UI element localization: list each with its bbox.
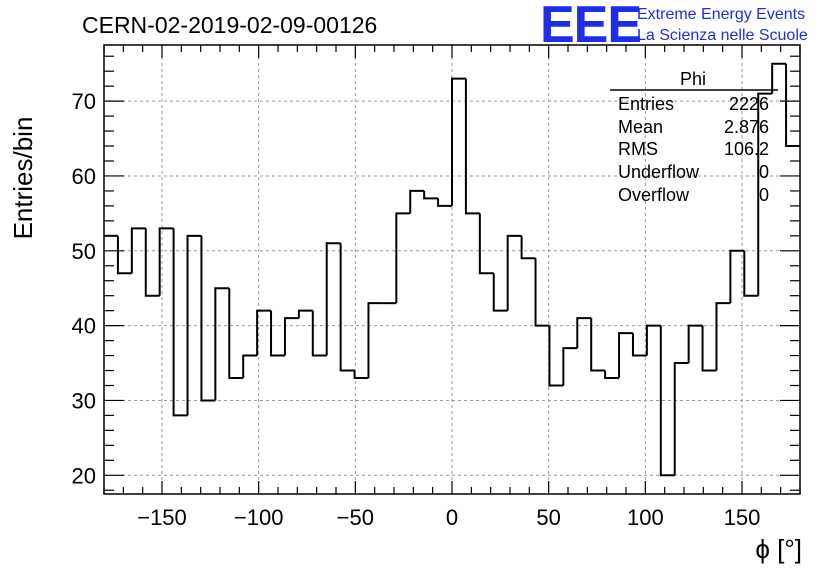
y-tick-label: 20 — [72, 463, 96, 488]
run-title: CERN-02-2019-02-09-00126 — [82, 12, 377, 38]
x-tick-label: −100 — [234, 505, 284, 530]
histogram-bin — [743, 250, 759, 297]
histogram-bin — [283, 317, 299, 356]
histogram-bin — [186, 234, 202, 416]
histogram-bin — [673, 362, 689, 476]
stats-value-entries: 2226 — [729, 94, 769, 114]
histogram-bin — [242, 354, 258, 379]
histogram-bin — [228, 288, 244, 380]
histogram-bin — [256, 309, 272, 356]
stats-value-overflow: 0 — [759, 185, 769, 205]
histogram-bin — [270, 310, 285, 357]
histogram-bin — [645, 324, 661, 356]
histogram-bin — [576, 317, 592, 349]
histogram-bin — [423, 190, 439, 200]
histogram-bin — [715, 302, 731, 371]
histogram-bin — [729, 249, 745, 304]
stats-box: Phi Entries 2226 Mean 2.876 RMS 106.2 Un… — [610, 69, 778, 205]
histogram-bin — [562, 347, 578, 386]
x-tick-label: 0 — [446, 505, 458, 530]
y-tick-label: 30 — [72, 388, 96, 413]
y-tick-label: 60 — [72, 164, 96, 189]
histogram-bin — [548, 325, 564, 387]
histogram-bin — [172, 228, 188, 417]
histogram-bin — [757, 92, 773, 296]
stats-title: Phi — [680, 69, 706, 89]
histogram-bin — [492, 273, 508, 312]
histogram-bin — [520, 235, 536, 260]
histogram-bin — [687, 324, 703, 364]
logo-line-1: Extreme Energy Events — [637, 6, 805, 23]
histogram-bin — [618, 332, 633, 379]
histogram-bin — [339, 243, 355, 372]
histogram-bin — [214, 287, 230, 401]
stats-label-overflow: Overflow — [618, 185, 690, 205]
y-tick-label: 40 — [72, 314, 96, 339]
x-axis-title: ϕ [°] — [755, 534, 802, 564]
histogram-bin — [785, 63, 800, 148]
stats-value-underflow: 0 — [759, 162, 769, 182]
x-tick-label: 150 — [724, 505, 761, 530]
histogram-bin — [200, 235, 216, 402]
stats-value-mean: 2.876 — [724, 117, 769, 137]
histogram-bin — [437, 198, 452, 207]
axis-ticks — [103, 45, 801, 494]
histogram-bars — [104, 62, 800, 477]
histogram-bin — [116, 235, 132, 275]
histogram-bin — [325, 242, 341, 356]
histogram-bin — [311, 310, 327, 357]
x-tick-label: 100 — [627, 505, 664, 530]
histogram-bin — [478, 213, 494, 275]
histogram-bin — [590, 318, 606, 372]
histogram-bin — [158, 227, 174, 296]
stats-label-mean: Mean — [618, 117, 663, 137]
histogram-bin — [144, 228, 160, 297]
y-tick-label: 50 — [72, 239, 96, 264]
logo-line-2: La Scienza nelle Scuole — [637, 27, 808, 44]
histogram-bin — [130, 227, 146, 274]
x-tick-label: −150 — [137, 505, 187, 530]
histogram-bin — [409, 189, 425, 214]
histogram-bin — [395, 212, 411, 304]
x-tick-label: 50 — [536, 505, 560, 530]
histogram-bin — [353, 370, 369, 380]
histogram-bin — [534, 258, 550, 327]
histogram-bin — [701, 325, 717, 372]
y-tick-label: 70 — [72, 89, 96, 114]
stats-label-entries: Entries — [618, 94, 674, 114]
histogram-bin — [464, 78, 480, 215]
histogram-bin — [297, 309, 313, 319]
histogram-bin — [506, 234, 522, 311]
histogram-bin — [659, 325, 675, 477]
histogram-bin — [604, 370, 620, 380]
stats-label-rms: RMS — [618, 139, 658, 159]
x-tick-label: −50 — [337, 505, 374, 530]
stats-value-rms: 106.2 — [724, 139, 769, 159]
tick-labels: −150 −100 −50 0 50 100 150 20 30 40 50 60 70 — [72, 89, 761, 530]
histogram-bin — [367, 302, 383, 379]
y-axis-title: Entries/bin — [8, 117, 38, 240]
histogram-bin — [771, 62, 787, 94]
histogram-bin — [451, 77, 466, 206]
histogram-bin — [631, 333, 647, 357]
stats-label-underflow: Underflow — [618, 162, 700, 182]
